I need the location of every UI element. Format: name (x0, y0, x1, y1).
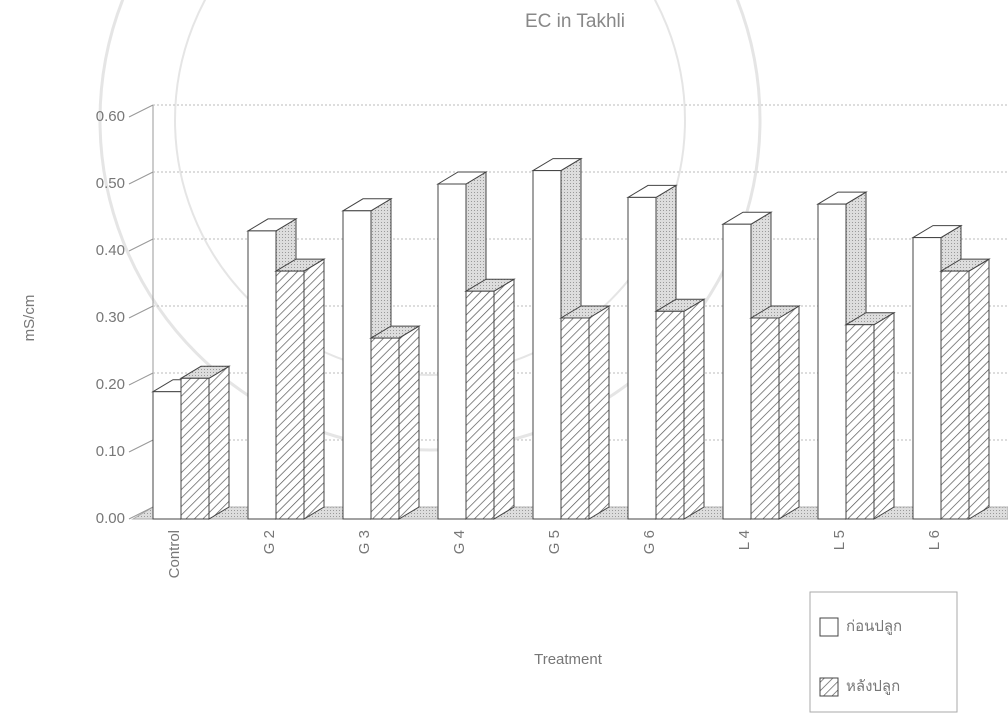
x-axis-label: Treatment (534, 651, 603, 668)
bar-side (683, 298, 705, 520)
bar (750, 317, 780, 520)
legend-swatch (819, 617, 839, 637)
chart-title: EC in Takhli (525, 11, 625, 32)
x-tick-label: L 4 (736, 530, 753, 550)
y-tick-label: 0.40 (96, 242, 125, 259)
x-tick-label: G 3 (356, 530, 373, 554)
bar (342, 210, 372, 520)
legend-swatch (819, 677, 839, 697)
tick-mark (128, 238, 154, 252)
y-tick-label: 0.50 (96, 175, 125, 192)
x-tick-label: G 4 (451, 530, 468, 554)
y-tick-label: 0.00 (96, 510, 125, 527)
x-tick-label: L 5 (831, 530, 848, 550)
y-axis-label: mS/cm (21, 295, 38, 342)
y-tick-label: 0.20 (96, 376, 125, 393)
bar (152, 391, 182, 520)
tick-mark (128, 372, 154, 386)
bar (370, 337, 400, 520)
tick-mark (128, 171, 154, 185)
bar-side (588, 305, 610, 520)
y-tick-label: 0.30 (96, 309, 125, 326)
legend-box (809, 591, 958, 713)
bar (275, 270, 305, 520)
bar (845, 324, 875, 520)
watermark (98, 0, 762, 452)
y-tick-label: 0.60 (96, 108, 125, 125)
bar (247, 230, 277, 520)
bar-side (778, 305, 800, 520)
x-tick-label: Control (166, 530, 183, 578)
x-tick-label: L 6 (926, 530, 943, 550)
bar-side (303, 258, 325, 520)
x-tick-label: G 5 (546, 530, 563, 554)
bar-side (398, 325, 420, 520)
tick-mark (128, 104, 154, 118)
bar (437, 183, 467, 520)
tick-mark (128, 506, 154, 520)
bar-side (208, 365, 230, 520)
tick-mark (128, 439, 154, 453)
y-tick-label: 0.10 (96, 443, 125, 460)
bar (532, 170, 562, 520)
bar (817, 203, 847, 520)
legend-label: ก่อนปลูก (846, 618, 902, 635)
bar (180, 377, 210, 520)
bar-side (968, 258, 990, 520)
bar (912, 237, 942, 520)
bar (655, 310, 685, 520)
bar (560, 317, 590, 520)
legend-label: หลังปลูก (846, 678, 900, 695)
bar-side (493, 278, 515, 520)
bar (722, 223, 752, 520)
tick-mark (128, 305, 154, 319)
bar (627, 196, 657, 520)
x-tick-label: G 6 (641, 530, 658, 554)
bar-side (873, 311, 895, 520)
bar (940, 270, 970, 520)
bar (465, 290, 495, 520)
x-tick-label: G 2 (261, 530, 278, 554)
